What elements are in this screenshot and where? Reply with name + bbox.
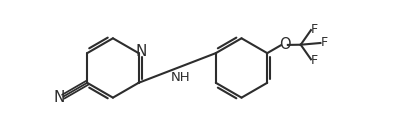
Text: N: N <box>135 44 147 59</box>
Text: F: F <box>321 37 328 50</box>
Text: F: F <box>310 54 318 67</box>
Text: NH: NH <box>170 71 190 84</box>
Text: N: N <box>53 90 64 105</box>
Text: O: O <box>280 37 291 52</box>
Text: F: F <box>311 23 318 36</box>
